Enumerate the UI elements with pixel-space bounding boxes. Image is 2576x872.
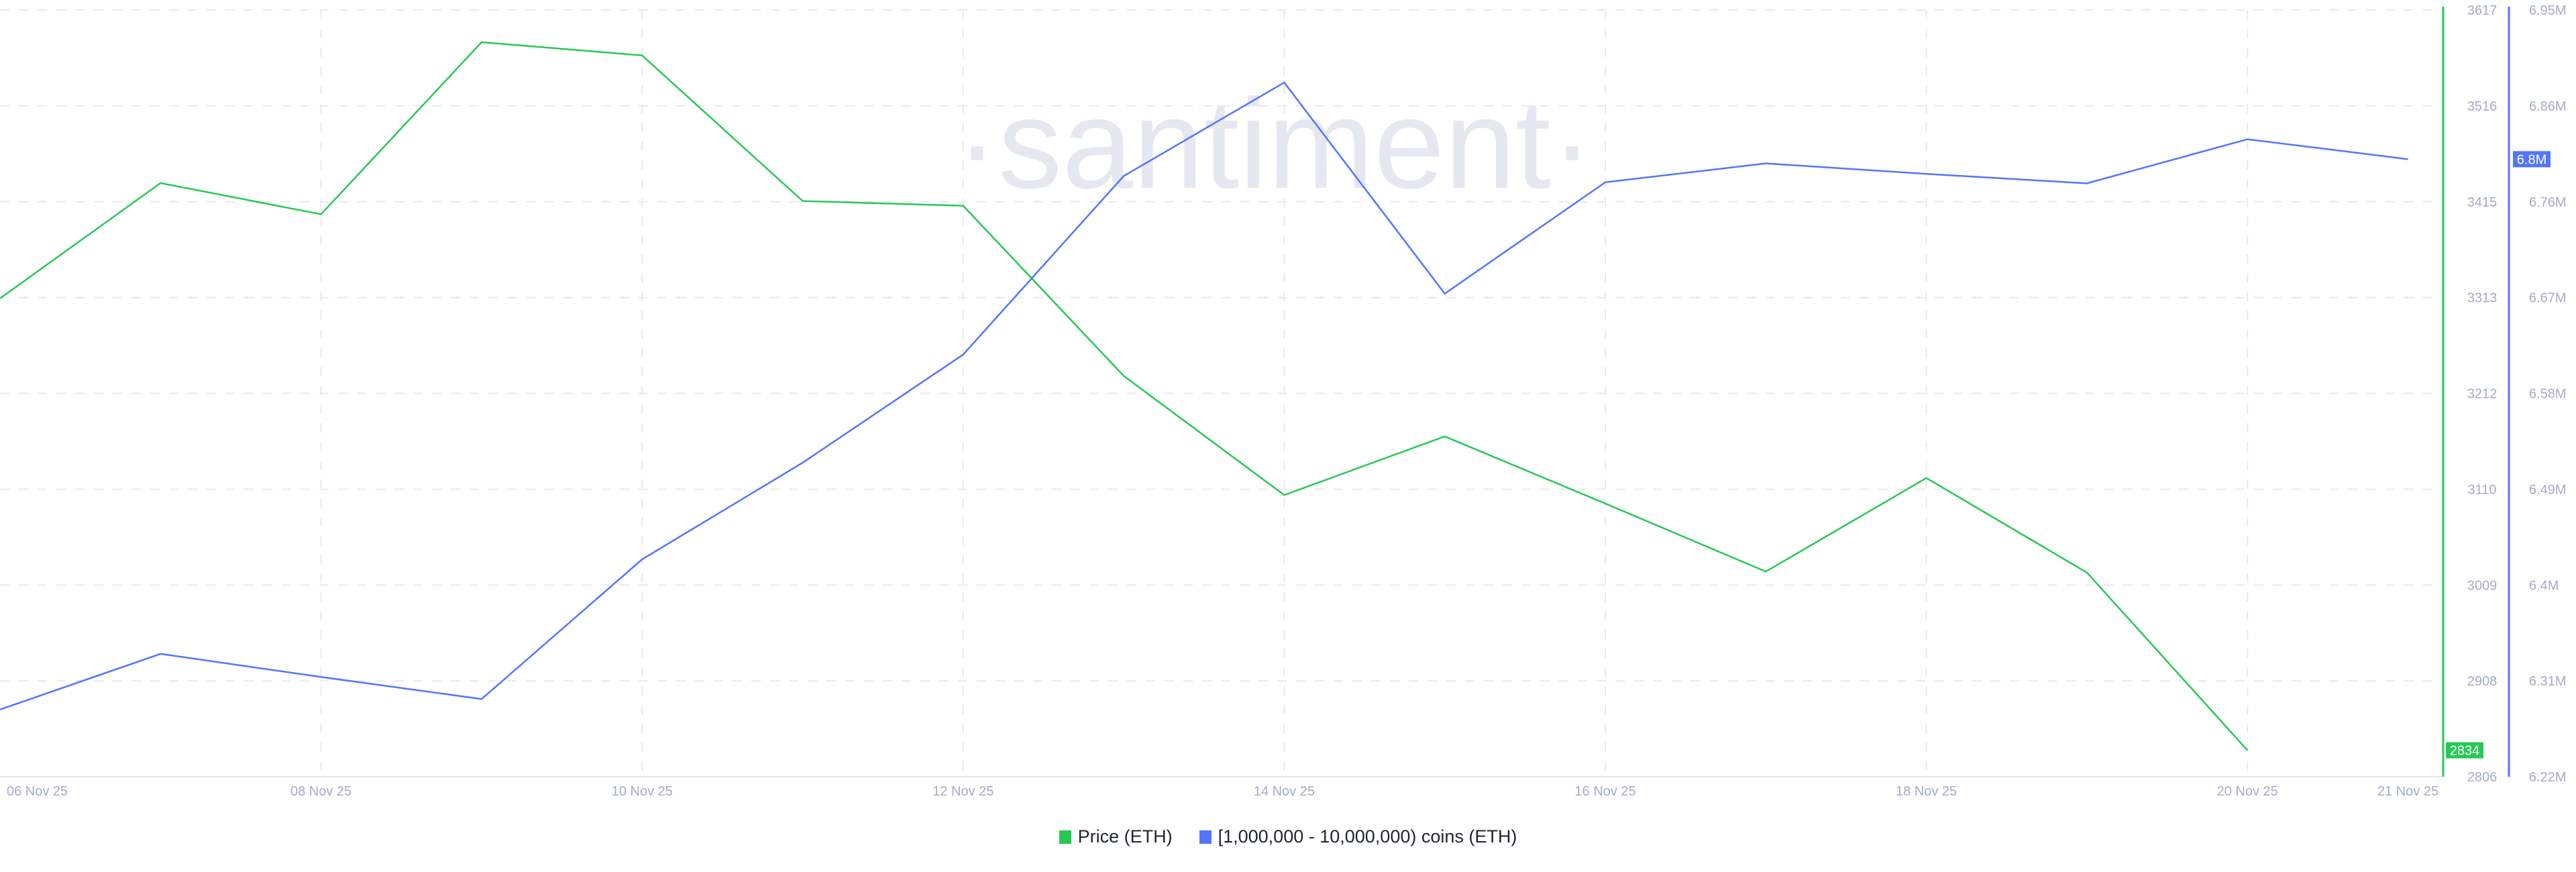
x-axis-tick: 16 Nov 25 xyxy=(1574,784,1635,799)
x-axis-tick: 21 Nov 25 xyxy=(2377,784,2438,799)
holders-axis-tick: 6.67M xyxy=(2529,291,2567,306)
series-line-price xyxy=(0,41,2249,751)
holders-axis-tick: 6.95M xyxy=(2529,3,2567,18)
price-axis-tick: 3313 xyxy=(2467,291,2498,306)
legend-swatch-price xyxy=(1059,830,1071,844)
x-axis-tick: 10 Nov 25 xyxy=(612,784,673,799)
legend: Price (ETH) [1,000,000 - 10,000,000) coi… xyxy=(0,826,2576,847)
price-axis-tick: 3617 xyxy=(2467,3,2498,18)
holders-axis-tick: 6.4M xyxy=(2529,578,2559,593)
holders-axis-tick: 6.58M xyxy=(2529,387,2567,402)
legend-label-price: Price (ETH) xyxy=(1077,826,1173,847)
holders-axis-tick: 6.49M xyxy=(2529,482,2567,497)
holders-axis-tick: 6.76M xyxy=(2529,195,2567,210)
grid xyxy=(0,9,2442,777)
holders-axis-tick: 6.86M xyxy=(2529,99,2567,114)
holders-axis-tick: 6.22M xyxy=(2529,770,2567,785)
price-axis-tick: 2806 xyxy=(2467,770,2498,785)
legend-label-holders: [1,000,000 - 10,000,000) coins (ETH) xyxy=(1218,826,1517,847)
x-axis-tick: 06 Nov 25 xyxy=(7,784,68,799)
x-axis-tick: 08 Nov 25 xyxy=(290,784,352,799)
legend-item-holders[interactable]: [1,000,000 - 10,000,000) coins (ETH) xyxy=(1199,826,1517,847)
x-axis-tick: 20 Nov 25 xyxy=(2217,784,2278,799)
watermark: ·santiment· xyxy=(956,73,1593,215)
price-axis-tick: 3516 xyxy=(2467,99,2498,114)
series-lines xyxy=(0,41,2408,751)
price-axis-tick: 3110 xyxy=(2467,482,2496,497)
holders-axis-tick: 6.31M xyxy=(2529,674,2567,689)
x-axis-tick: 12 Nov 25 xyxy=(932,784,994,799)
price-axis-tick: 3009 xyxy=(2467,578,2498,593)
price-last-value-badge xyxy=(2446,742,2483,759)
x-axis-tick: 18 Nov 25 xyxy=(1896,784,1957,799)
legend-swatch-holders xyxy=(1199,830,1212,844)
holders-last-value-badge xyxy=(2513,151,2551,168)
price-axis-tick: 2908 xyxy=(2467,674,2498,689)
price-axis-tick: 3415 xyxy=(2467,195,2498,210)
price-last-value-label: 2834 xyxy=(2450,744,2480,759)
price-axis-tick: 3212 xyxy=(2467,387,2498,402)
x-axis-tick: 14 Nov 25 xyxy=(1254,784,1315,799)
holders-last-value-label: 6.8M xyxy=(2517,152,2546,167)
axes: 3617 6.95M 3516 6.86M 3415 6.76M 3313 6.67M 3212… xyxy=(7,3,2567,799)
series-line-holders xyxy=(0,81,2408,710)
legend-item-price[interactable]: Price (ETH) xyxy=(1059,826,1173,847)
